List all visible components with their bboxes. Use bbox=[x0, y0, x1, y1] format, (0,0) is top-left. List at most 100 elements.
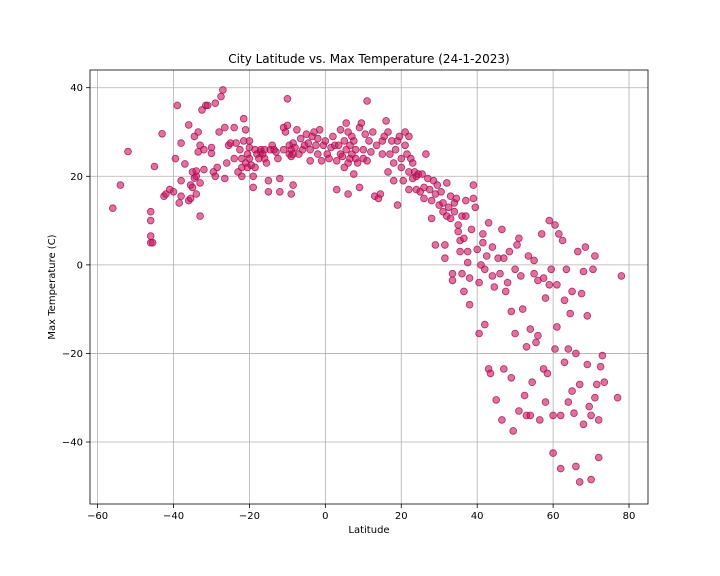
data-point bbox=[562, 265, 571, 274]
data-point bbox=[594, 453, 603, 462]
data-point bbox=[230, 123, 239, 132]
data-point bbox=[598, 351, 607, 360]
data-point bbox=[368, 128, 377, 136]
data-point bbox=[535, 416, 544, 424]
data-point bbox=[568, 287, 576, 296]
data-point bbox=[541, 294, 550, 302]
data-point bbox=[389, 176, 398, 185]
data-point bbox=[439, 199, 447, 207]
data-point bbox=[498, 225, 506, 234]
data-point bbox=[513, 241, 521, 249]
data-point bbox=[591, 393, 599, 402]
data-point bbox=[422, 150, 430, 158]
data-point bbox=[293, 126, 301, 134]
data-point bbox=[454, 227, 463, 236]
data-point bbox=[452, 194, 461, 203]
data-points bbox=[109, 86, 626, 486]
data-point bbox=[564, 398, 573, 406]
data-point bbox=[444, 203, 453, 212]
data-point bbox=[479, 230, 487, 238]
data-point bbox=[549, 449, 557, 457]
data-point bbox=[446, 214, 455, 223]
data-point bbox=[262, 159, 271, 167]
data-point bbox=[203, 101, 212, 110]
data-point bbox=[281, 128, 290, 136]
y-tick-label: 20 bbox=[70, 172, 83, 183]
chart-title: City Latitude vs. Max Temperature (24-1-… bbox=[228, 52, 509, 66]
data-point bbox=[441, 241, 449, 249]
data-point bbox=[338, 152, 347, 161]
data-point bbox=[553, 323, 561, 331]
data-point bbox=[556, 411, 565, 420]
data-point bbox=[465, 300, 474, 309]
data-point bbox=[484, 219, 493, 227]
data-point bbox=[456, 247, 464, 256]
data-point bbox=[545, 280, 554, 289]
data-point bbox=[405, 132, 413, 141]
data-point bbox=[575, 478, 584, 486]
data-point bbox=[460, 234, 468, 243]
data-point bbox=[448, 276, 457, 285]
data-point bbox=[490, 283, 499, 291]
x-tick-label: −60 bbox=[87, 511, 108, 522]
y-axis-label: Max Temperature (C) bbox=[47, 234, 58, 339]
data-point bbox=[579, 267, 588, 276]
data-point bbox=[382, 117, 390, 125]
data-point bbox=[587, 475, 595, 484]
data-point bbox=[530, 269, 538, 278]
data-point bbox=[215, 128, 223, 136]
data-point bbox=[241, 126, 250, 134]
data-point bbox=[296, 134, 305, 143]
data-point bbox=[516, 272, 525, 280]
data-point bbox=[617, 272, 626, 280]
data-point bbox=[349, 170, 358, 178]
data-point bbox=[306, 157, 315, 165]
data-point bbox=[332, 185, 341, 194]
data-point bbox=[408, 159, 417, 167]
data-point bbox=[221, 174, 229, 183]
data-point bbox=[591, 252, 599, 260]
data-point bbox=[547, 265, 555, 274]
grid bbox=[90, 70, 648, 504]
data-point bbox=[363, 157, 371, 165]
data-point bbox=[418, 170, 426, 178]
data-point bbox=[378, 150, 387, 158]
data-point bbox=[488, 272, 497, 280]
y-tick-label: −20 bbox=[62, 349, 83, 360]
data-point bbox=[264, 176, 273, 185]
data-point bbox=[219, 86, 227, 94]
data-point bbox=[433, 181, 442, 189]
data-point bbox=[585, 402, 593, 411]
data-point bbox=[177, 192, 185, 201]
data-point bbox=[461, 196, 470, 205]
data-point bbox=[340, 137, 349, 145]
data-point bbox=[458, 269, 466, 278]
data-point bbox=[192, 167, 201, 175]
data-point bbox=[211, 172, 220, 181]
data-point bbox=[532, 338, 540, 347]
data-point bbox=[249, 172, 258, 181]
data-point bbox=[469, 181, 478, 189]
data-point bbox=[427, 214, 436, 223]
data-point bbox=[480, 265, 489, 274]
data-point bbox=[124, 147, 132, 156]
data-point bbox=[173, 101, 182, 110]
data-point bbox=[475, 329, 483, 338]
data-point bbox=[363, 97, 371, 105]
data-point bbox=[230, 154, 239, 163]
data-point bbox=[511, 329, 519, 338]
data-point bbox=[389, 159, 398, 167]
data-point bbox=[482, 252, 491, 260]
data-point bbox=[365, 137, 373, 145]
data-point bbox=[245, 137, 254, 145]
data-point bbox=[587, 411, 595, 420]
data-point bbox=[556, 464, 565, 473]
data-point bbox=[306, 145, 315, 154]
data-point bbox=[551, 221, 559, 229]
data-point bbox=[391, 145, 400, 154]
data-point bbox=[289, 181, 297, 189]
data-point bbox=[342, 119, 351, 127]
data-point bbox=[361, 130, 370, 139]
data-point bbox=[222, 159, 231, 167]
